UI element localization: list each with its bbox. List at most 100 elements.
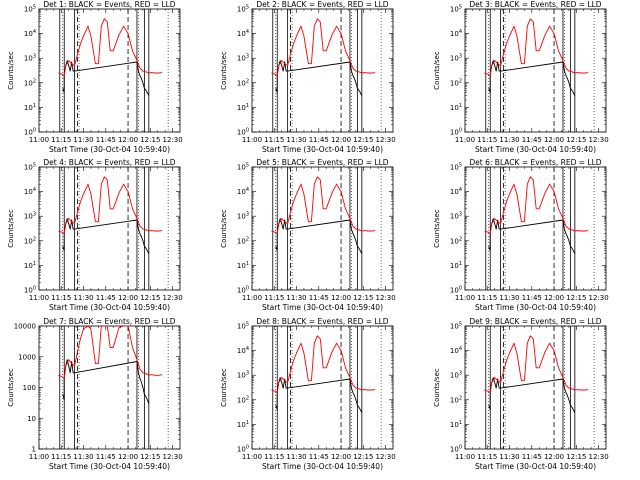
y-tick-label: 101 [450,261,462,270]
x-tick-label: 12:00 [118,136,138,144]
y-tick-label: 103 [237,212,249,221]
x-tick-label: 11:30 [286,136,306,144]
panel-det-7: Det 7: BLACK = Events, RED = LLD 1 10 100 10… [7,317,183,471]
plot-content [271,9,382,132]
plot-content [271,326,382,449]
panel-det-8: Det 8: BLACK = Events, RED = LLD 100 101 10… [220,317,396,471]
x-tick-label: 11:15 [477,136,497,144]
y-tick-label: 102 [450,78,462,87]
plot-content [58,326,169,449]
y-tick-label: 100 [24,286,36,295]
lld-series-line [484,335,589,393]
y-tick-label: 104 [24,29,36,38]
y-tick-label: 104 [450,187,462,196]
x-tick-label: 11:30 [499,136,519,144]
panel-title: Det 8: BLACK = Events, RED = LLD [256,317,388,326]
y-tick-label: 104 [237,346,249,355]
x-tick-label: 11:45 [96,136,116,144]
events-series-line [275,60,363,96]
lld-series-line [484,18,589,76]
panel-title: Det 7: BLACK = Events, RED = LLD [43,317,175,326]
x-tick-label: 11:45 [96,453,116,461]
x-tick-label: 12:15 [353,294,373,302]
x-tick-label: 12:30 [588,136,608,144]
x-tick-label: 12:15 [566,453,586,461]
x-tick-label: 11:45 [522,453,542,461]
plot-frame [464,325,607,450]
events-series-line [275,218,363,254]
y-tick-label: 100 [450,286,462,295]
y-tick-label: 105 [450,163,462,172]
plot-frame [464,166,607,291]
panel-det-6: Det 6: BLACK = Events, RED = LLD 100 101 10… [433,158,609,312]
x-tick-label: 11:00 [455,294,475,302]
plot-content [58,167,169,290]
lld-series-line [58,18,163,76]
plot-content [484,167,595,290]
x-tick-label: 12:15 [140,294,160,302]
panel-det-5: Det 5: BLACK = Events, RED = LLD 100 101 10… [220,158,396,312]
x-tick-label: 11:45 [96,294,116,302]
events-series-line [488,377,576,413]
panel-title: Det 1: BLACK = Events, RED = LLD [43,0,175,9]
x-tick-label: 11:30 [499,453,519,461]
x-tick-label: 12:15 [566,136,586,144]
events-series-line [62,359,150,404]
x-tick-label: 12:30 [588,453,608,461]
panel-det-1: Det 1: BLACK = Events, RED = LLD 100 101 10… [7,0,183,154]
y-tick-label: 100 [237,128,249,137]
x-tick-label: 11:45 [522,136,542,144]
x-tick-label: 12:30 [588,294,608,302]
x-tick-label: 11:45 [309,453,329,461]
x-tick-label: 12:00 [118,453,138,461]
panel-title: Det 5: BLACK = Events, RED = LLD [256,158,388,167]
x-tick-label: 12:00 [118,294,138,302]
x-axis-label: Start Time (30-Oct-04 10:59:40) [475,303,596,312]
x-axis-label: Start Time (30-Oct-04 10:59:40) [49,145,170,154]
lld-series-line [58,176,163,234]
y-tick-label: 101 [237,261,249,270]
y-tick-label: 103 [450,54,462,63]
y-tick-label: 102 [237,395,249,404]
y-tick-label: 10 [27,415,36,423]
y-tick-label: 100 [237,445,249,454]
lld-series-line [58,326,163,379]
x-tick-label: 11:15 [264,294,284,302]
y-axis-label: Counts/sec [220,368,228,407]
y-tick-label: 103 [24,212,36,221]
x-axis-label: Start Time (30-Oct-04 10:59:40) [475,145,596,154]
plot-frame [251,166,394,291]
panel-det-4: Det 4: BLACK = Events, RED = LLD 100 101 10… [7,158,183,312]
events-series-line [62,60,150,96]
y-tick-label: 104 [237,187,249,196]
x-tick-label: 12:00 [544,136,564,144]
x-tick-label: 11:00 [242,453,262,461]
x-tick-label: 11:30 [73,453,93,461]
lld-series-line [484,176,589,234]
x-axis-label: Start Time (30-Oct-04 10:59:40) [262,145,383,154]
plot-frame [251,325,394,450]
y-axis-label: Counts/sec [220,209,228,248]
panel-title: Det 2: BLACK = Events, RED = LLD [256,0,388,9]
y-axis-label: Counts/sec [220,51,228,90]
y-tick-label: 10000 [14,323,36,331]
x-tick-label: 11:30 [73,294,93,302]
x-axis-label: Start Time (30-Oct-04 10:59:40) [49,462,170,471]
y-tick-label: 102 [24,78,36,87]
x-tick-label: 11:15 [51,136,71,144]
lld-series-line [271,335,376,393]
x-tick-label: 12:30 [375,453,395,461]
y-tick-label: 101 [24,103,36,112]
x-tick-label: 11:00 [455,453,475,461]
panel-det-9: Det 9: BLACK = Events, RED = LLD 100 101 10… [433,317,609,471]
x-tick-label: 11:15 [51,294,71,302]
y-tick-label: 102 [450,395,462,404]
x-tick-label: 12:15 [140,136,160,144]
x-tick-label: 12:15 [353,136,373,144]
x-axis-label: Start Time (30-Oct-04 10:59:40) [475,462,596,471]
y-tick-label: 105 [237,322,249,331]
y-tick-label: 101 [24,261,36,270]
x-tick-label: 11:45 [309,136,329,144]
x-tick-label: 11:15 [264,453,284,461]
